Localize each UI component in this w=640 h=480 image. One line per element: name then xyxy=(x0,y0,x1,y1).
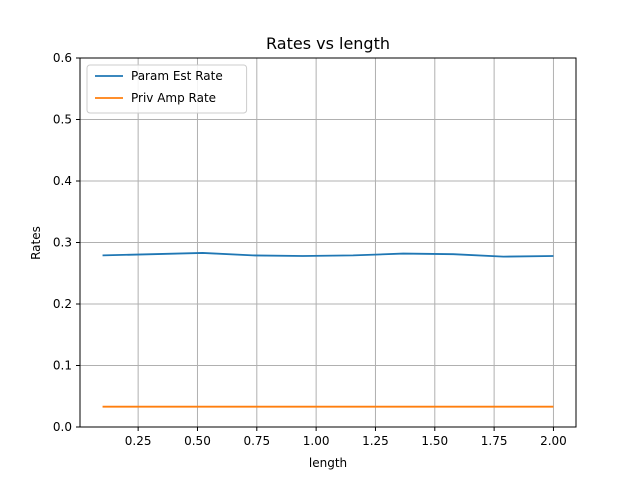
legend-label-0: Param Est Rate xyxy=(131,69,223,83)
axis-ticks: 0.25 0.50 0.75 1.00 1.25 1.50 1.75 2.00 0.0 0.1 0.… xyxy=(53,51,567,448)
x-tick-label: 0.75 xyxy=(243,434,270,448)
y-tick-label: 0.4 xyxy=(53,174,72,188)
series-layer xyxy=(102,252,554,408)
x-tick-label: 1.50 xyxy=(421,434,448,448)
x-tick-label: 2.00 xyxy=(540,434,567,448)
x-tick-label: 0.50 xyxy=(184,434,211,448)
legend: Param Est Rate Priv Amp Rate xyxy=(86,64,248,114)
legend-label-1: Priv Amp Rate xyxy=(131,91,216,105)
x-tick-label: 1.75 xyxy=(481,434,508,448)
y-tick-label: 0.3 xyxy=(53,236,72,250)
y-tick-label: 0.5 xyxy=(53,113,72,127)
grid xyxy=(80,57,576,428)
x-tick-label: 0.25 xyxy=(125,434,152,448)
y-tick-label: 0.1 xyxy=(53,359,72,373)
x-axis-label: length xyxy=(309,456,347,470)
x-tick-label: 1.00 xyxy=(303,434,330,448)
series-line-0 xyxy=(102,252,554,258)
legend-box xyxy=(86,64,248,114)
y-axis-label: Rates xyxy=(29,226,43,260)
x-tick-label: 1.25 xyxy=(362,434,389,448)
y-tick-label: 0.6 xyxy=(53,51,72,65)
y-tick-label: 0.2 xyxy=(53,297,72,311)
y-tick-label: 0.0 xyxy=(53,420,72,434)
chart-title: Rates vs length xyxy=(266,34,390,53)
